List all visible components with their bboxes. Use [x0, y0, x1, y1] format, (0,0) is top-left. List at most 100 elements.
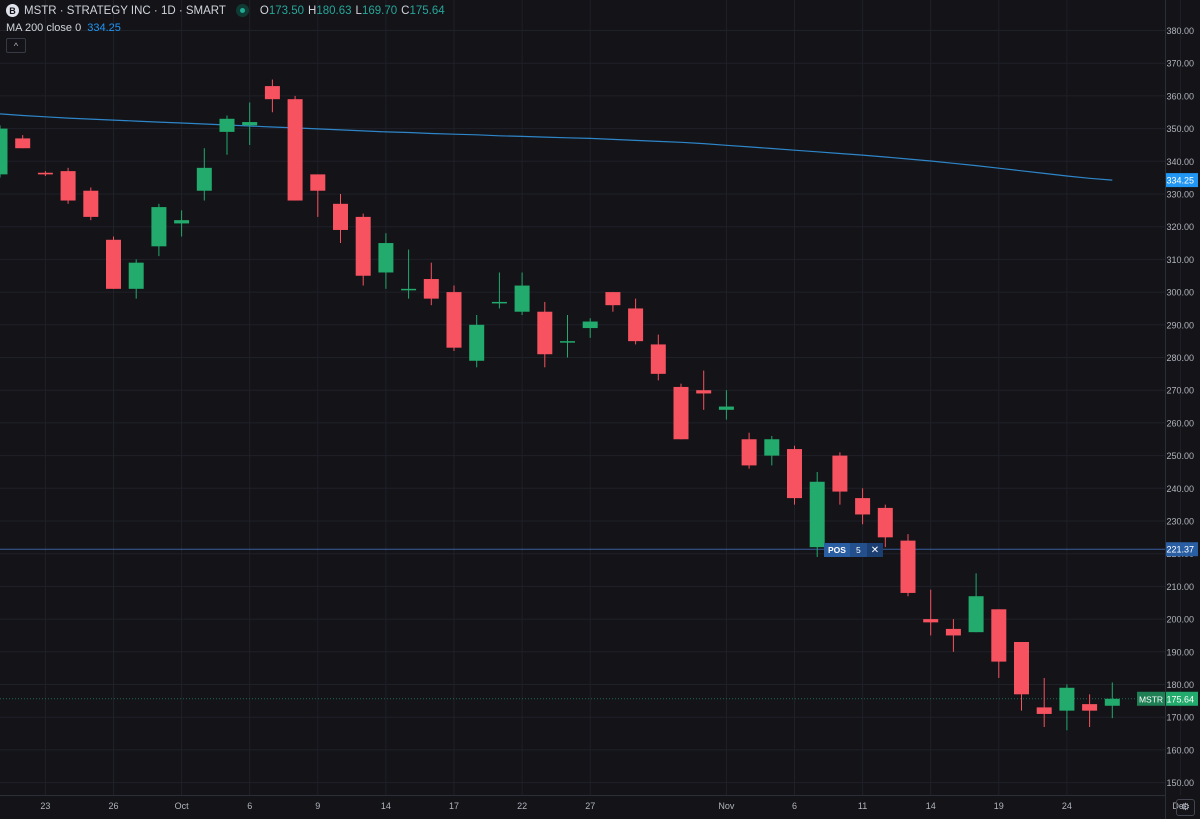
low-key: L	[355, 4, 362, 17]
price-tick-label: 290.00	[1166, 320, 1194, 330]
candle-body	[128, 262, 144, 289]
time-tick-label: Nov	[718, 801, 735, 811]
candle	[673, 383, 689, 440]
time-tick-label: 26	[108, 801, 118, 811]
candle-body	[15, 138, 31, 149]
symbol-tag-text: MSTR	[1139, 694, 1163, 704]
candle-body	[1082, 704, 1098, 711]
candle	[787, 445, 802, 505]
candle	[628, 298, 644, 345]
price-tick-label: 350.00	[1166, 124, 1194, 134]
collapse-legend-button[interactable]: ^	[6, 38, 26, 53]
candle-body	[582, 321, 598, 329]
candle-body	[287, 99, 303, 201]
candle-body	[673, 386, 689, 440]
last-price-tag-text: 175.64	[1166, 694, 1194, 704]
candle	[809, 471, 825, 557]
symbol-price-tag: MSTR	[1137, 691, 1165, 706]
candle-body	[809, 481, 825, 548]
candle-body	[900, 540, 916, 593]
position-label: POS	[824, 543, 850, 557]
price-tick-label: 260.00	[1166, 418, 1194, 428]
candle-body	[401, 288, 417, 291]
candles	[0, 79, 1120, 731]
candle	[83, 187, 99, 221]
candle-body	[855, 498, 871, 515]
candle-body	[355, 216, 371, 276]
candle	[605, 292, 621, 312]
candle-body	[537, 311, 553, 355]
time-axis: 23 26 Oct 6 9 14 17 22 27 Nov 6 11 14 19 24 Dec	[40, 801, 1189, 811]
candle	[287, 95, 303, 201]
time-tick-label: 14	[381, 801, 391, 811]
ma200-line	[0, 113, 1113, 181]
candle-body	[378, 243, 394, 273]
price-tick-label: 320.00	[1166, 222, 1194, 232]
ma-price-tag: 334.25	[1166, 173, 1198, 188]
candle	[968, 573, 984, 633]
candle-body	[923, 619, 939, 623]
last-price-tag: 175.64	[1166, 691, 1198, 706]
close-position-icon[interactable]: ✕	[866, 543, 884, 557]
candle-body	[650, 344, 666, 374]
price-tick-label: 250.00	[1166, 451, 1194, 461]
chart-settings-button[interactable]: ⚙	[1176, 799, 1195, 816]
candle-body	[469, 324, 485, 361]
indicator-label: MA 200 close 0	[6, 22, 82, 34]
chevron-up-icon: ^	[13, 40, 19, 51]
candle	[37, 171, 53, 177]
ma-price-tag-bg	[1166, 173, 1198, 188]
candle-body	[333, 203, 348, 230]
position-badge[interactable]: POS 5 ✕	[824, 543, 884, 557]
price-tick-label: 300.00	[1166, 288, 1194, 298]
indicator-legend[interactable]: MA 200 close 0 334.25	[6, 22, 121, 34]
candle	[1036, 677, 1052, 728]
chart-title[interactable]: MSTR · STRATEGY INC · 1D · SMART	[24, 4, 226, 17]
time-tick-label: 9	[315, 801, 320, 811]
candle	[764, 435, 780, 466]
candle-body	[106, 239, 121, 289]
candle-body	[696, 390, 712, 394]
candle	[1082, 694, 1098, 728]
candle	[128, 259, 144, 299]
price-tick-label: 190.00	[1166, 647, 1194, 657]
market-status-icon[interactable]	[235, 4, 249, 17]
candle	[196, 148, 212, 201]
ma-price-tag-text: 334.25	[1166, 176, 1194, 186]
candle-body	[60, 171, 76, 201]
candle	[923, 589, 939, 636]
price-tick-label: 270.00	[1166, 386, 1194, 396]
candle	[491, 272, 507, 309]
candle-body	[242, 122, 258, 126]
price-tick-label: 310.00	[1166, 255, 1194, 265]
candle	[741, 432, 757, 469]
candle-body	[264, 86, 280, 100]
candle-body	[628, 308, 644, 342]
candle	[650, 334, 666, 381]
time-tick-label: 27	[585, 801, 595, 811]
close-key: C	[401, 4, 410, 17]
low-value: 169.70	[361, 4, 398, 17]
symbol-tag-bg	[1137, 691, 1165, 706]
time-tick-label: 14	[926, 801, 936, 811]
price-tick-label: 180.00	[1166, 680, 1194, 690]
candle-body	[787, 449, 802, 499]
candle-body	[37, 172, 53, 175]
price-tick-label: 340.00	[1166, 157, 1194, 167]
candle-body	[174, 220, 190, 224]
candle-body	[968, 596, 984, 633]
candle-body	[151, 207, 167, 247]
time-tick-label: 22	[517, 801, 527, 811]
price-tick-label: 200.00	[1166, 615, 1194, 625]
time-tick-label: 6	[792, 801, 797, 811]
candle	[855, 488, 871, 525]
candle	[219, 115, 235, 155]
candle-body	[832, 455, 848, 492]
high-key: H	[308, 4, 317, 17]
candle-body	[491, 301, 507, 304]
symbol-logo-icon: B	[6, 4, 19, 17]
candle	[832, 452, 848, 505]
candle	[242, 102, 258, 145]
time-tick-label: Dec	[1172, 801, 1189, 811]
